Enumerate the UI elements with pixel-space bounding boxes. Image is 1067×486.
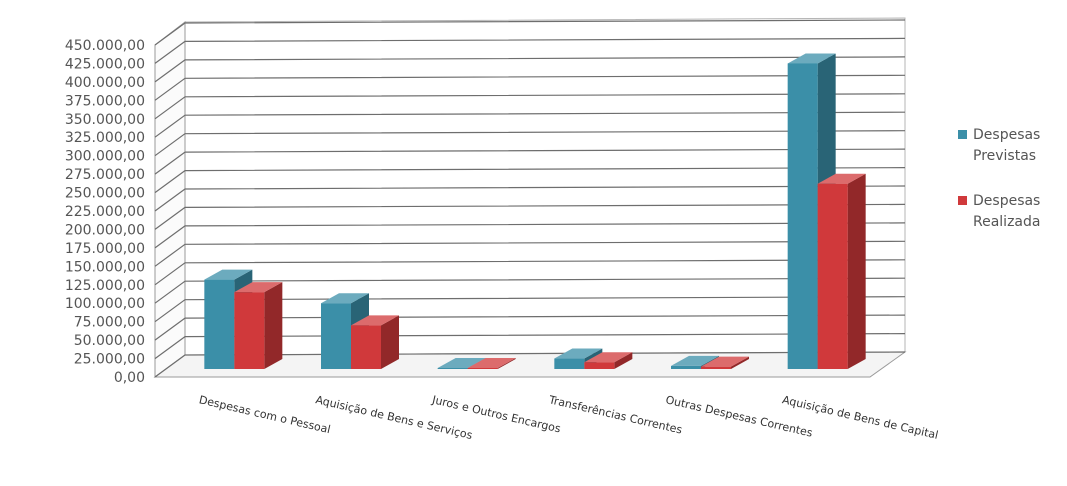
- bar: [817, 173, 866, 369]
- gridline: [154, 130, 906, 157]
- bar-front: [817, 183, 848, 369]
- bar-side: [381, 315, 399, 369]
- bar-top: [701, 356, 749, 367]
- bar-top: [437, 358, 486, 368]
- bar-top: [671, 355, 719, 366]
- bar-top: [351, 315, 399, 326]
- bar-top: [321, 293, 369, 304]
- bar-front: [701, 366, 731, 369]
- y-tick-label: 25.000,00: [74, 352, 145, 368]
- y-tick-label: 300.000,00: [65, 149, 145, 165]
- legend-entry: Despesas Previstas: [958, 127, 1040, 164]
- bar-front: [787, 63, 818, 369]
- bar-side: [731, 356, 749, 369]
- gridline: [154, 203, 906, 230]
- gridline: [154, 277, 906, 304]
- y-tick-label: 225.000,00: [65, 204, 145, 220]
- bar-top: [204, 269, 253, 280]
- gridline: [154, 148, 906, 175]
- gridline: [154, 167, 906, 194]
- bar-front: [204, 279, 235, 369]
- bar-front: [554, 358, 585, 369]
- legend-swatch: [958, 130, 967, 139]
- y-tick-label: 150.000,00: [65, 259, 145, 275]
- gridline: [154, 296, 906, 323]
- bar-top: [817, 173, 866, 184]
- legend-swatch: [958, 196, 967, 205]
- bar-front: [671, 365, 701, 369]
- bar-front: [584, 362, 615, 369]
- legend-entry: Despesas Realizada: [958, 193, 1040, 230]
- gridline: [154, 56, 906, 83]
- y-tick-label: 75.000,00: [74, 315, 145, 331]
- bar-side: [614, 352, 633, 369]
- y-tick-label: 425.000,00: [65, 56, 145, 72]
- gridlines: [154, 19, 906, 378]
- bar-front: [351, 325, 381, 369]
- gridline: [154, 222, 906, 249]
- y-tick-label: 100.000,00: [65, 296, 145, 312]
- x-category-label: Despesas com o Pessoal: [198, 393, 332, 436]
- bar: [584, 352, 633, 369]
- bar: [234, 282, 283, 369]
- bar-front: [321, 303, 351, 369]
- bar-side: [497, 358, 516, 369]
- y-tick-label: 275.000,00: [65, 167, 145, 183]
- bar: [467, 358, 516, 369]
- gridline: [154, 19, 906, 46]
- bar-top: [787, 53, 836, 64]
- gridline: [154, 74, 906, 101]
- bar-side: [264, 282, 283, 369]
- x-category-label: Transferências Correntes: [547, 393, 684, 437]
- y-tick-label: 175.000,00: [65, 241, 145, 257]
- gridline: [154, 351, 906, 378]
- bar-top: [584, 352, 633, 363]
- bar-top: [554, 348, 603, 359]
- gridline: [154, 240, 906, 267]
- y-tick-label: 325.000,00: [65, 130, 145, 146]
- legend-label-line1: Despesas: [973, 127, 1040, 143]
- bar: [351, 315, 399, 369]
- y-tick-label: 50.000,00: [74, 333, 145, 349]
- y-axis-ticks: 0,00 25.000,00 50.000,00 75.000,00 100.000,0…: [65, 38, 145, 386]
- bar-top: [234, 282, 283, 293]
- legend-label-line2: Previstas: [973, 148, 1036, 164]
- legend-label-line1: Despesas: [973, 193, 1040, 209]
- y-tick-label: 350.000,00: [65, 112, 145, 128]
- gridline: [154, 93, 906, 120]
- y-tick-label: 0,00: [114, 370, 145, 386]
- y-tick-label: 125.000,00: [65, 278, 145, 294]
- gridline: [154, 333, 906, 360]
- gridline: [154, 185, 906, 212]
- y-tick-label: 200.000,00: [65, 222, 145, 238]
- bar-front: [234, 292, 265, 369]
- y-tick-label: 250.000,00: [65, 186, 145, 202]
- bar-front: [437, 368, 468, 369]
- bar-side: [847, 173, 866, 369]
- bar-top: [467, 358, 516, 368]
- y-tick-label: 375.000,00: [65, 93, 145, 109]
- gridline: [154, 259, 906, 286]
- legend-label-line2: Realizada: [973, 214, 1040, 230]
- bars: [204, 53, 866, 369]
- gridline: [154, 314, 906, 341]
- gridline: [154, 37, 906, 64]
- gridline: [154, 111, 906, 138]
- bar-front: [467, 368, 498, 369]
- y-tick-label: 450.000,00: [65, 38, 145, 54]
- bar: [701, 356, 749, 369]
- legend: Despesas Previstas Despesas Realizada: [958, 127, 1040, 230]
- y-tick-label: 400.000,00: [65, 75, 145, 91]
